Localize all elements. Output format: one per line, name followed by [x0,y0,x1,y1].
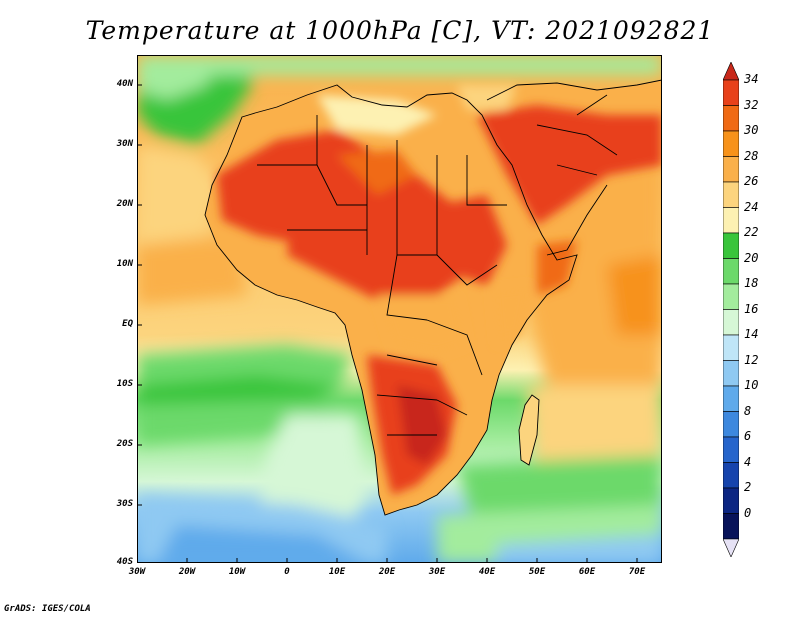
colorbar-tick-label: 8 [744,403,752,418]
lon-label-40e: 40E [478,567,496,577]
colorbar-swatch [723,207,739,234]
temperature-map [137,55,662,563]
colorbar-swatch [723,411,739,438]
colorbar-swatch [723,309,739,336]
map-canvas [137,55,662,563]
colorbar [723,62,739,557]
lon-label-20w: 20W [178,567,196,577]
colorbar-swatch [723,258,739,285]
colorbar-swatch [723,232,739,259]
ocean-shading [137,55,662,563]
colorbar-swatch [723,334,739,361]
lon-label-60e: 60E [578,567,596,577]
lon-label-10e: 10E [328,567,346,577]
colorbar-swatch [723,462,739,489]
colorbar-tick-label: 16 [744,301,759,316]
colorbar-tick-label: 6 [744,429,752,443]
colorbar-bottom-arrow [723,538,739,557]
lat-label-20n: 20N [116,199,133,209]
colorbar-swatch [723,156,739,183]
colorbar-swatch [723,79,739,106]
colorbar-tick-label: 0 [744,505,752,520]
credit-text: GrADS: IGES/COLA [4,604,91,614]
colorbar-tick-label: 28 [744,148,759,163]
lon-label-30e: 30E [428,567,446,577]
lon-label-30w: 30W [128,567,146,577]
colorbar-tick-label: 4 [744,454,752,469]
chart-title: Temperature at 1000hPa [C], VT: 20210928… [85,16,715,45]
madagascar [519,395,539,465]
colorbar-swatch [723,130,739,157]
lon-label-0: 0 [284,567,290,577]
colorbar-swatch [723,385,739,412]
lon-label-70e: 70E [628,567,646,577]
colorbar-tick-label: 20 [744,250,759,265]
colorbar-tick-label: 26 [744,174,759,188]
colorbar-tick-label: 22 [744,225,759,239]
colorbar-swatch [723,487,739,514]
lon-label-10w: 10W [228,567,246,577]
colorbar-tick-label: 24 [744,199,759,214]
lat-label-10n: 10N [116,259,133,269]
colorbar-tick-label: 10 [744,378,759,392]
colorbar-tick-label: 14 [744,327,759,341]
lon-label-20e: 20E [378,567,396,577]
map-frame [137,55,662,563]
colorbar-tick-label: 32 [744,97,759,112]
colorbar-swatch [723,105,739,132]
country-borders [204,79,662,516]
colorbar-swatch [723,513,739,540]
colorbar-tick-label: 30 [744,123,759,137]
lat-label-20s: 20S [116,439,133,449]
colorbar-tick-label: 34 [744,72,759,86]
lat-label-10s: 10S [116,379,133,389]
colorbar-tick-label: 18 [744,276,759,290]
colorbar-top-arrow [723,62,739,81]
lat-label-40s: 40S [116,557,133,567]
lon-label-50e: 50E [528,567,546,577]
colorbar-swatch [723,360,739,387]
colorbar-tick-label: 12 [744,352,759,367]
lat-label-eq: EQ [122,319,133,329]
lat-label-30n: 30N [116,139,133,149]
lat-label-30s: 30S [116,499,133,509]
map-ticks [137,84,638,563]
lat-label-40n: 40N [116,79,133,89]
colorbar-swatch [723,436,739,463]
colorbar-swatch [723,283,739,310]
colorbar-tick-label: 2 [744,480,752,494]
colorbar-swatch [723,181,739,208]
